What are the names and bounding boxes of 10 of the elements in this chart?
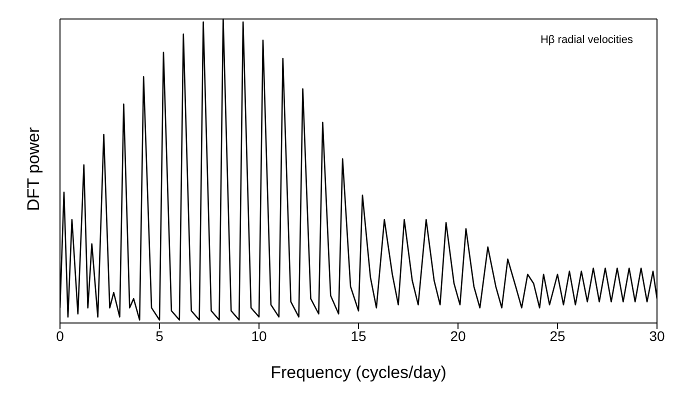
x-tick-label: 0 xyxy=(56,328,64,344)
x-tick-label: 25 xyxy=(550,328,566,344)
x-tick-label: 15 xyxy=(350,328,366,344)
x-tick-label: 30 xyxy=(649,328,665,344)
x-tick-label: 10 xyxy=(251,328,267,344)
x-axis-title: Frequency (cycles/day) xyxy=(270,363,446,382)
x-tick-label: 5 xyxy=(156,328,164,344)
y-axis-title: DFT power xyxy=(24,126,44,211)
annotation: Hβ radial velocities xyxy=(540,34,633,46)
x-tick-label: 20 xyxy=(450,328,466,344)
